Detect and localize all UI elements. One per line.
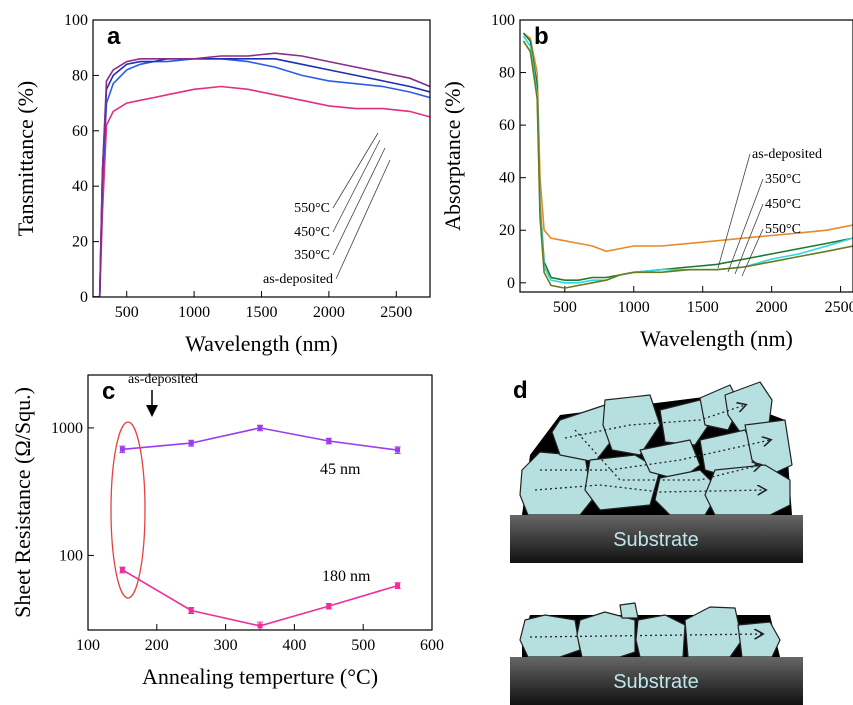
x-tick-label: 2000 (756, 299, 788, 316)
x-tick-label: 300 (214, 637, 238, 654)
figure: d Substrate (0, 0, 853, 705)
y-tick-label: 40 (499, 170, 515, 187)
panel-c: 100 200 300 400 500 600 100 1000 c Annealing temp… (10, 372, 444, 689)
y-tick-label: 60 (499, 117, 515, 134)
series-line (93, 59, 430, 297)
y-tick-label: 100 (491, 12, 515, 29)
leader-line (718, 154, 750, 268)
series-line (523, 41, 853, 288)
y-axis-label: Absorptance (%) (440, 81, 465, 231)
x-tick-label: 2500 (380, 304, 412, 321)
x-axis-label: Wavelength (nm) (185, 331, 338, 356)
series-line (93, 87, 430, 298)
x-tick-label: 1000 (618, 299, 650, 316)
y-axis-label: Sheet Resistance (Ω/Squ.) (10, 387, 35, 618)
panel-label: d (513, 377, 528, 404)
series-label: 180 nm (322, 568, 371, 585)
leader-line (742, 229, 763, 276)
grains-thick (520, 382, 792, 515)
panel-b: 500 1000 1500 2000 2500 0 20 40 60 80 100 b Waveleng… (440, 12, 853, 351)
y-tick-label: 0 (507, 275, 515, 292)
curve-label: as-deposited (263, 272, 333, 287)
series-line (93, 53, 430, 297)
grains-thin (520, 603, 780, 657)
curve-label: 350°C (765, 172, 801, 187)
leader-line (333, 133, 378, 208)
curve-label: 550°C (294, 201, 330, 216)
curve-label: 450°C (765, 197, 801, 212)
x-tick-label: 200 (145, 637, 169, 654)
y-tick-label: 100 (59, 547, 83, 564)
x-axis-label: Wavelength (nm) (640, 326, 793, 351)
panel-label: a (107, 23, 121, 50)
series-line (93, 59, 430, 297)
x-tick-label: 500 (351, 637, 375, 654)
y-tick-label: 80 (72, 67, 88, 84)
leader-line (336, 160, 390, 279)
series-label: 45 nm (320, 461, 361, 478)
panel-label: b (534, 23, 549, 50)
y-tick-label: 60 (72, 123, 88, 140)
x-tick-label: 500 (553, 299, 577, 316)
x-tick-label: 2500 (825, 299, 853, 316)
substrate-label: Substrate (613, 529, 699, 551)
curve-label: 550°C (765, 222, 801, 237)
panel-label: c (102, 378, 115, 405)
x-tick-label: 1500 (246, 304, 278, 321)
y-tick-label: 20 (72, 234, 88, 251)
y-tick-label: 20 (499, 222, 515, 239)
curve-label: 450°C (294, 225, 330, 240)
y-tick-label: 80 (499, 65, 515, 82)
x-tick-label: 1000 (178, 304, 210, 321)
substrate-label: Substrate (613, 671, 699, 693)
x-tick-label: 600 (420, 637, 444, 654)
x-tick-label: 500 (115, 304, 139, 321)
series-line (523, 33, 853, 251)
diagram-d: d Substrate (510, 377, 803, 705)
y-tick-label: 0 (80, 289, 88, 306)
x-tick-label: 100 (76, 637, 100, 654)
y-tick-label: 1000 (51, 420, 83, 437)
y-tick-label: 40 (72, 178, 88, 195)
plot-frame (88, 375, 432, 630)
curve-label: as-deposited (752, 147, 822, 162)
x-tick-label: 400 (282, 637, 306, 654)
x-axis-label: Annealing temperture (°C) (142, 664, 378, 689)
y-axis-label: Tansmittance (%) (13, 81, 38, 236)
panel-a: 500 1000 1500 2000 2500 0 20 40 60 80 100 a Waveleng… (13, 12, 430, 356)
curve-label: 350°C (294, 248, 330, 263)
leader-line (333, 140, 380, 232)
y-tick-label: 100 (64, 12, 88, 29)
x-tick-label: 2000 (313, 304, 345, 321)
annotation: as-deposited (128, 372, 198, 387)
x-tick-label: 1500 (687, 299, 719, 316)
